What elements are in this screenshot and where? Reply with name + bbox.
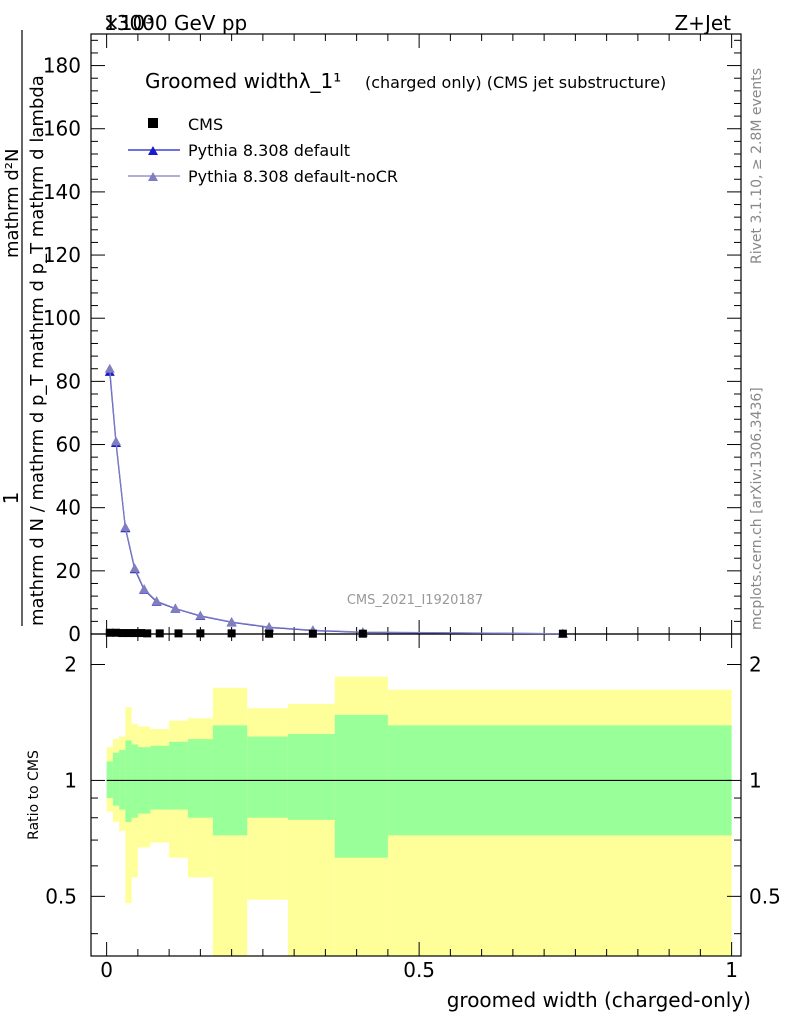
band-inner-10	[247, 736, 288, 818]
band-inner-3	[125, 740, 132, 822]
cms-data-point	[227, 629, 236, 638]
plot-frames	[90, 33, 742, 957]
band-inner-0	[106, 761, 113, 799]
exponent-label: ×10³	[103, 11, 153, 35]
axis-ticks	[91, 34, 741, 956]
analysis-watermark: CMS_2021_I1920187	[347, 593, 483, 608]
beam-energy-label: 13000 GeV pp	[104, 11, 247, 35]
cms-data-point	[358, 629, 367, 638]
legend-cms-label: CMS	[188, 115, 223, 134]
series-point-2	[120, 522, 131, 532]
series-point-2	[104, 363, 115, 373]
series-point-2	[195, 610, 206, 620]
series-point-2	[170, 603, 181, 613]
upper-ytick-label: 80	[56, 369, 81, 393]
chart-title-suffix: (charged only) (CMS jet substructure)	[365, 73, 666, 92]
cms-data-point	[558, 629, 567, 638]
upper-y-axis-label: 1 mathrm d N / mathrm d p_T mathrm d p_T…	[0, 30, 48, 626]
ylabel-numerator: 1	[0, 492, 23, 505]
ratio-frame	[90, 633, 742, 957]
series-point-2	[151, 596, 162, 606]
ratio-y-label: Ratio to CMS	[26, 750, 42, 840]
series-line-1	[109, 371, 563, 635]
rivet-label: Rivet 3.1.10, ≥ 2.8M events	[749, 68, 765, 264]
upper-ytick-label: 40	[56, 496, 81, 520]
series-line-2	[109, 368, 563, 635]
ratio-ytick-label: 2	[64, 652, 77, 676]
upper-ytick-label: 100	[43, 306, 81, 330]
xtick-label: 0.5	[403, 958, 435, 982]
legend-nocr-label: Pythia 8.308 default-noCR	[188, 167, 398, 186]
cms-data-point	[308, 629, 317, 638]
cms-data-point	[137, 629, 145, 638]
process-label: Z+Jet	[674, 11, 731, 35]
cms-data-point	[105, 628, 114, 637]
series-point-2	[226, 617, 237, 626]
cms-data-point	[130, 629, 139, 638]
legend-nocr-marker	[148, 172, 158, 181]
cms-data-point	[143, 629, 152, 638]
upper-ytick-label: 120	[43, 243, 81, 267]
cms-data-point	[174, 629, 183, 638]
xtick-label: 1	[725, 958, 738, 982]
band-inner-12	[334, 714, 388, 858]
band-inner-11	[287, 733, 335, 820]
band-inner-2	[119, 749, 126, 810]
upper-ytick-label: 160	[43, 117, 81, 141]
chart-title: Groomed widthλ_1¹	[145, 69, 341, 93]
cms-data-point	[118, 629, 127, 638]
ratio-ytick-label-right: 2	[749, 652, 762, 676]
mcplots-label: mcplots.cern.ch [arXiv:1306.3436]	[749, 387, 765, 630]
cms-data-point	[155, 629, 164, 638]
ylabel-top: mathrm d²N	[2, 149, 23, 258]
ratio-ytick-label-right: 1	[749, 768, 762, 792]
data-markers	[105, 628, 567, 638]
legend-default-label: Pythia 8.308 default	[188, 141, 350, 160]
legend: CMS Pythia 8.308 default Pythia 8.308 de…	[128, 115, 398, 186]
ratio-ytick-label: 1	[64, 768, 77, 792]
ratio-ytick-label-right: 0.5	[749, 884, 781, 908]
mc-curves	[104, 363, 568, 638]
legend-default-marker	[148, 146, 158, 155]
cms-data-point	[124, 629, 133, 638]
band-inner-8	[187, 739, 213, 818]
band-inner-1	[112, 752, 120, 806]
xtick-label: 0	[100, 958, 113, 982]
cms-data-point	[265, 629, 274, 638]
upper-ytick-label: 60	[56, 433, 81, 457]
upper-ytick-label: 0	[68, 622, 81, 646]
series-point-2	[264, 622, 275, 632]
series-point-2	[111, 436, 121, 446]
series-point-2	[129, 563, 140, 573]
ylabel-denominator: mathrm d N / mathrm d p_T mathrm d p_T m…	[27, 75, 48, 626]
cms-data-point	[112, 628, 120, 637]
x-axis-label: groomed width (charged-only)	[447, 988, 751, 1012]
ratio-ytick-label: 0.5	[45, 884, 77, 908]
band-inner-6	[150, 745, 170, 810]
band-inner-7	[169, 741, 188, 810]
upper-ytick-label: 20	[56, 559, 81, 583]
band-inner-4	[131, 744, 138, 818]
cms-data-point	[196, 629, 205, 638]
legend-cms-marker	[148, 118, 158, 128]
ratio-bands	[106, 676, 732, 956]
upper-ytick-label: 140	[43, 180, 81, 204]
series-point-2	[139, 584, 150, 594]
upper-ytick-label: 180	[43, 54, 81, 78]
